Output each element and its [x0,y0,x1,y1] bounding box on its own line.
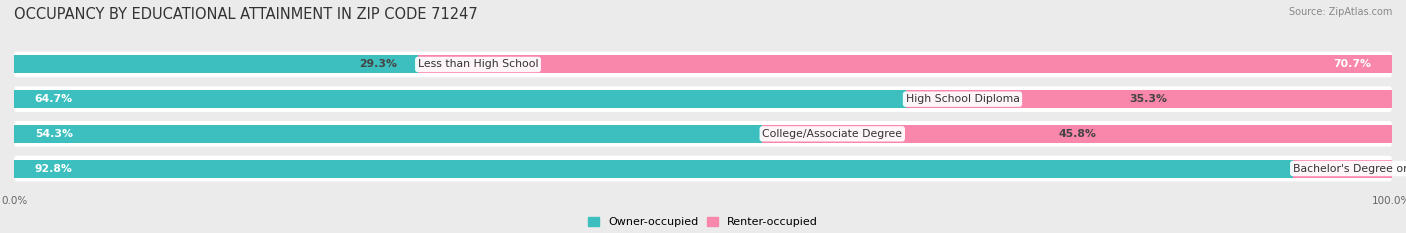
FancyBboxPatch shape [14,86,1392,112]
Bar [14,55,418,73]
Bar [905,90,1392,108]
Bar [14,90,905,108]
Bar [1292,160,1393,178]
Text: 29.3%: 29.3% [359,59,396,69]
Bar [14,160,1292,178]
FancyBboxPatch shape [14,52,1392,77]
Bar [418,55,1392,73]
Text: 54.3%: 54.3% [35,129,73,139]
Text: 35.3%: 35.3% [1130,94,1168,104]
Legend: Owner-occupied, Renter-occupied: Owner-occupied, Renter-occupied [588,217,818,227]
Text: 70.7%: 70.7% [1333,59,1371,69]
Text: 92.8%: 92.8% [35,164,73,174]
Bar [762,125,1393,143]
Text: High School Diploma: High School Diploma [905,94,1019,104]
Text: College/Associate Degree: College/Associate Degree [762,129,903,139]
Text: 64.7%: 64.7% [35,94,73,104]
Text: OCCUPANCY BY EDUCATIONAL ATTAINMENT IN ZIP CODE 71247: OCCUPANCY BY EDUCATIONAL ATTAINMENT IN Z… [14,7,478,22]
Text: Bachelor's Degree or higher: Bachelor's Degree or higher [1292,164,1406,174]
Text: Less than High School: Less than High School [418,59,538,69]
FancyBboxPatch shape [14,156,1392,181]
FancyBboxPatch shape [14,121,1392,147]
Text: Source: ZipAtlas.com: Source: ZipAtlas.com [1288,7,1392,17]
Bar [14,125,762,143]
Text: 45.8%: 45.8% [1059,129,1097,139]
